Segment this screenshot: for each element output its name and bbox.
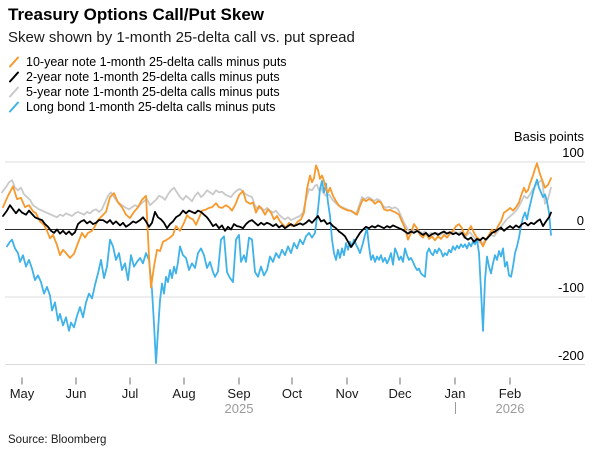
y-tick-label: 100 (562, 145, 584, 160)
month-label: Sep (227, 386, 251, 401)
y-tick-label: -100 (557, 280, 584, 295)
y-axis-unit-label: Basis points (513, 129, 584, 144)
legend-item-label: 5-year note 1-month 25-delta calls minus… (26, 84, 280, 99)
chart-title: Treasury Options Call/Put Skew (8, 5, 265, 24)
source-note: Source: Bloomberg (8, 434, 107, 446)
month-label: Nov (335, 386, 359, 401)
legend: 10-year note 1-month 25-delta calls minu… (8, 54, 287, 114)
series-line-5-year (1, 178, 552, 246)
y-tick-label: -200 (557, 347, 584, 363)
month-label: May (9, 386, 35, 401)
year-label: 2026 (495, 401, 525, 416)
month-label: Aug (172, 386, 196, 401)
year-separator (455, 402, 456, 414)
legend-item-label: Long bond 1-month 25-delta calls minus p… (26, 99, 276, 114)
legend-item-label: 2-year note 1-month 25-delta calls minus… (26, 69, 280, 84)
legend-item: Long bond 1-month 25-delta calls minus p… (8, 99, 287, 114)
legend-slash-icon (9, 71, 19, 82)
chart-subtitle: Skew shown by 1-month 25-delta call vs. … (8, 29, 355, 46)
legend-slash-icon (9, 101, 19, 112)
month-label: Jul (121, 386, 139, 401)
month-label: Jan (444, 386, 466, 401)
legend-item: 10-year note 1-month 25-delta calls minu… (8, 54, 287, 69)
legend-slash-icon (9, 86, 19, 97)
month-label: Oct (281, 386, 303, 401)
month-label: Feb (498, 386, 522, 401)
month-label: Dec (388, 386, 412, 401)
month-label: Jun (65, 386, 87, 401)
year-label: 2025 (224, 401, 254, 416)
series-line-2-year (2, 204, 552, 249)
y-tick-label: 0 (576, 212, 584, 228)
legend-slash-icon (9, 56, 19, 67)
legend-item: 2-year note 1-month 25-delta calls minus… (8, 69, 287, 84)
legend-item-label: 10-year note 1-month 25-delta calls minu… (26, 54, 287, 69)
series-line-long-bond (6, 178, 552, 365)
legend-item: 5-year note 1-month 25-delta calls minus… (8, 84, 287, 99)
series-line-10-year (2, 162, 552, 289)
